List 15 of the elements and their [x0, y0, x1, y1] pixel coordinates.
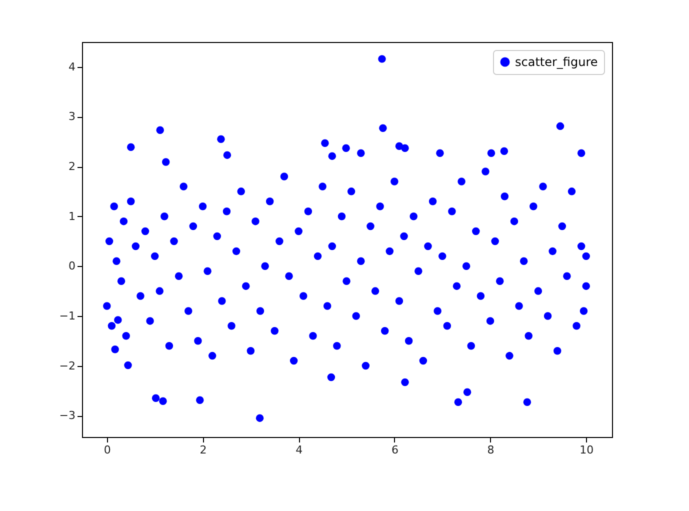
x-tick-label: 2 [200, 444, 207, 456]
y-tick-label: −2 [59, 359, 76, 372]
y-tick-label: −1 [59, 309, 76, 322]
x-tick-label: 0 [104, 444, 111, 456]
x-tick-label: 10 [580, 444, 594, 456]
y-tick-label: −3 [59, 409, 76, 422]
x-tick-label: 4 [296, 444, 303, 456]
legend-label: scatter_figure [515, 55, 598, 69]
y-tick-label: 3 [68, 110, 76, 124]
y-tick-label: 0 [68, 260, 76, 273]
y-tick-label: 1 [68, 210, 76, 223]
y-tick-label: 4 [68, 60, 76, 74]
x-tick-label: 6 [391, 444, 398, 456]
y-tick-label: 2 [68, 160, 76, 174]
x-tick-label: 8 [487, 444, 494, 456]
